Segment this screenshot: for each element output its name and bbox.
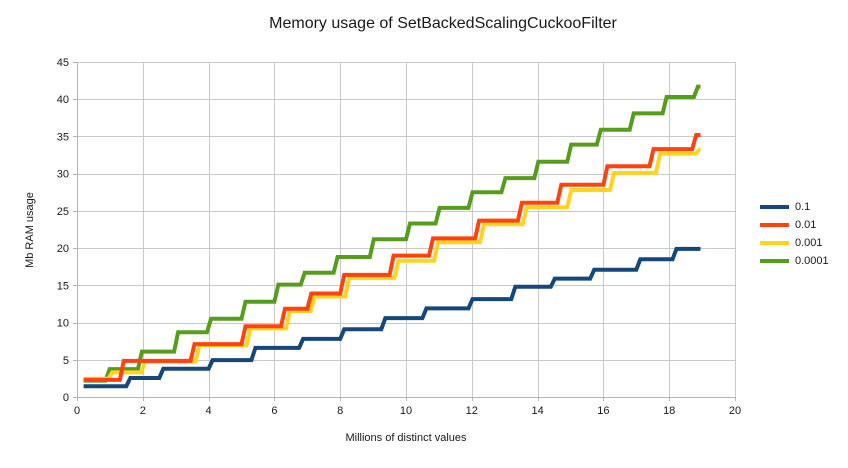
x-tick-label: 0 [74,405,80,417]
legend-item-0.01: 0.01 [760,216,829,234]
x-tick-label: 6 [271,405,277,417]
x-axis-title: Millions of distinct values [345,432,467,444]
y-tick-label: 15 [57,280,69,292]
legend-swatch-0.001 [760,241,789,245]
legend-label: 0.0001 [795,255,829,267]
series-line-0.001 [83,147,701,381]
y-tick-label: 10 [57,318,69,330]
y-tick-label: 25 [57,206,69,218]
series-line-0.1 [83,246,701,389]
legend: 0.1 0.01 0.001 0.0001 [760,198,829,270]
x-tick-label: 10 [400,405,412,417]
x-tick-label: 14 [531,405,543,417]
x-tick-label: 12 [466,405,478,417]
y-tick-label: 0 [63,392,69,404]
legend-item-0.1: 0.1 [760,198,829,216]
legend-swatch-0.0001 [760,259,789,263]
legend-label: 0.001 [795,237,823,249]
y-tick-label: 5 [63,355,69,367]
series-line-0.01 [83,133,701,382]
x-tick-label: 2 [140,405,146,417]
x-tick-label: 18 [663,405,675,417]
y-tick-label: 35 [57,131,69,143]
legend-label: 0.01 [795,219,817,231]
chart-title: Memory usage of SetBackedScalingCuckooFi… [269,15,617,32]
legend-swatch-0.01 [760,223,789,227]
legend-swatch-0.1 [760,205,789,209]
legend-item-0.001: 0.001 [760,234,829,252]
y-tick-label: 20 [57,243,69,255]
y-tick-label: 45 [57,57,69,69]
y-tick-label: 30 [57,169,69,181]
legend-item-0.0001: 0.0001 [760,252,829,270]
legend-label: 0.1 [795,201,811,213]
series-line-0.0001 [83,84,701,383]
x-tick-label: 4 [206,405,212,417]
y-tick-label: 40 [57,94,69,106]
x-tick-label: 8 [337,405,343,417]
x-tick-label: 16 [597,405,609,417]
x-tick-label: 20 [729,405,741,417]
